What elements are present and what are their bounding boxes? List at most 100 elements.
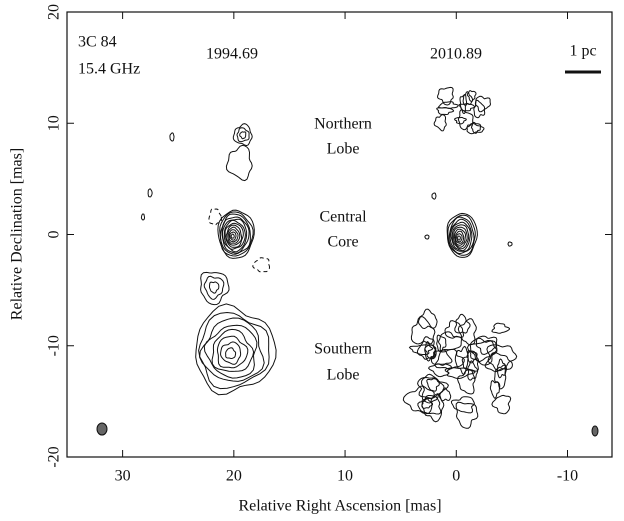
contour — [209, 281, 220, 294]
annotation: Southern — [314, 341, 372, 358]
contour — [489, 379, 501, 399]
contour — [225, 224, 243, 246]
contour — [219, 213, 251, 255]
annotation: 1994.69 — [206, 46, 258, 63]
contour — [203, 324, 258, 379]
annotation: 2010.89 — [430, 46, 482, 63]
contour — [227, 226, 241, 244]
contour — [222, 218, 248, 253]
y-tick-label: 10 — [46, 115, 63, 131]
contour — [417, 308, 438, 330]
contour — [454, 313, 471, 334]
annotation: Central — [319, 209, 367, 226]
contour — [455, 401, 479, 429]
contour — [424, 340, 436, 362]
contour — [466, 90, 477, 102]
contour — [436, 86, 454, 106]
contour — [456, 233, 463, 243]
beam — [591, 425, 599, 437]
annotation: Lobe — [327, 141, 360, 158]
annotation: 3C 84 — [78, 34, 117, 51]
contour — [467, 360, 479, 381]
contour — [211, 328, 255, 372]
contour — [198, 311, 270, 390]
contour — [449, 218, 473, 252]
contour — [451, 224, 470, 250]
contour — [484, 352, 513, 373]
contour — [410, 316, 436, 345]
x-axis-label: Relative Right Ascension [mas] — [238, 498, 441, 515]
contour — [494, 364, 507, 390]
contour — [434, 348, 465, 370]
contour — [239, 131, 247, 140]
contour — [457, 109, 474, 131]
annotation: Core — [327, 234, 358, 251]
x-tick-label: 30 — [115, 468, 131, 485]
contour — [236, 127, 250, 143]
contour — [454, 230, 465, 244]
contour — [221, 216, 250, 254]
y-tick-label: 20 — [46, 4, 63, 20]
contour — [486, 344, 518, 372]
contour — [225, 144, 253, 182]
contour — [462, 91, 473, 106]
x-tick-label: -10 — [557, 468, 578, 485]
y-tick-label: -20 — [46, 446, 63, 467]
contour — [200, 271, 230, 306]
contour — [416, 336, 437, 360]
contour — [424, 234, 430, 240]
beam — [96, 422, 108, 436]
contour-map — [140, 86, 518, 429]
contour — [223, 219, 246, 250]
contour — [230, 233, 235, 239]
contour — [491, 322, 511, 334]
y-axis-label: Relative Declination [mas] — [9, 148, 26, 320]
contour — [229, 231, 237, 241]
contour — [444, 367, 476, 380]
x-tick-label: 10 — [337, 468, 353, 485]
contour — [216, 335, 249, 369]
contour — [203, 275, 225, 300]
contour — [220, 341, 242, 365]
contour — [475, 95, 491, 113]
contour — [408, 344, 434, 355]
contour — [421, 397, 433, 409]
contour — [427, 363, 453, 378]
contour — [437, 101, 459, 109]
annotation: Northern — [314, 116, 372, 133]
contour — [224, 222, 244, 248]
contour — [417, 376, 449, 399]
contour — [199, 317, 265, 382]
contour — [195, 303, 277, 396]
contour — [225, 347, 237, 360]
contour — [475, 335, 498, 356]
contour — [208, 208, 223, 226]
contour — [437, 331, 463, 353]
contour — [436, 107, 455, 116]
contour — [491, 394, 512, 415]
contour — [232, 123, 253, 147]
contour — [402, 385, 435, 415]
contour — [228, 229, 239, 243]
x-tick-label: 0 — [452, 468, 460, 485]
x-tick-label: 20 — [226, 468, 242, 485]
contour — [454, 116, 467, 125]
contour — [457, 318, 477, 346]
y-tick-label: -10 — [46, 335, 63, 356]
contour — [466, 122, 485, 135]
contour — [447, 214, 476, 256]
contour — [473, 99, 486, 119]
contour — [469, 337, 498, 363]
contour — [436, 334, 447, 353]
annotation: 1 pc — [569, 43, 596, 60]
contour — [446, 212, 478, 258]
contour — [140, 213, 145, 221]
contour — [444, 320, 465, 339]
annotation: 15.4 GHz — [78, 61, 140, 78]
contour — [453, 228, 467, 246]
contour — [421, 393, 445, 423]
annotation: Lobe — [327, 367, 360, 384]
contour — [450, 396, 475, 414]
contour — [169, 132, 175, 142]
